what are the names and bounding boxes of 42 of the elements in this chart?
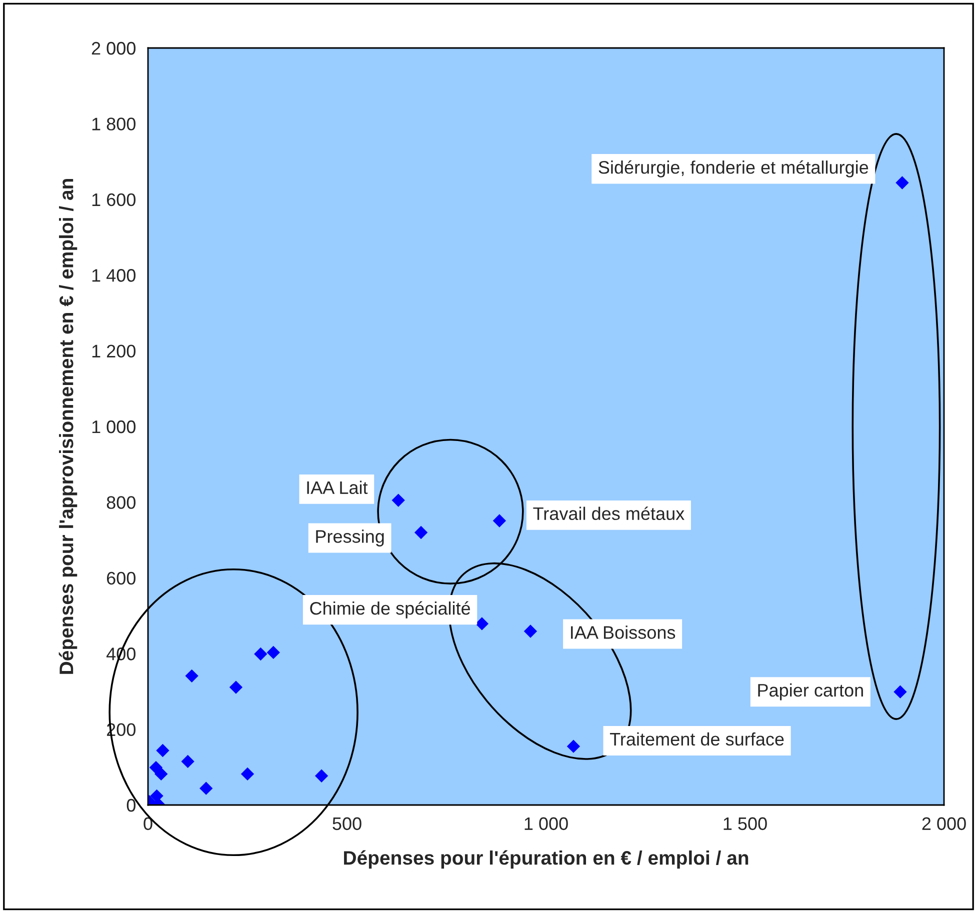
y-tick-label: 600 [106, 572, 136, 585]
annotation: Pressing [316, 530, 384, 546]
point [492, 514, 506, 528]
point [314, 769, 328, 782]
point [154, 767, 168, 781]
point [240, 767, 254, 781]
point [229, 680, 243, 694]
x-tick-label: 500 [332, 817, 362, 830]
annotation: IAA Lait [307, 480, 368, 494]
point [414, 526, 428, 540]
point [566, 740, 580, 753]
point [181, 754, 194, 768]
y-tick-label: 1 000 [92, 420, 136, 434]
y-tick-label: 1 800 [92, 118, 136, 130]
point [185, 669, 198, 683]
annotation: IAA Boissons [571, 626, 676, 639]
annotation: Traitement de surface [610, 732, 784, 746]
y-tick-label: 1 400 [92, 269, 136, 282]
x-tick-label: 2 000 [922, 817, 966, 830]
x-tick-label: 1 500 [724, 817, 767, 830]
y-tick-label: 0 [126, 798, 136, 812]
point [200, 782, 213, 795]
x-axis-title: Dépenses pour l'épuration en € / emploi / an [344, 850, 748, 869]
annotation: Chimie de spécialité [310, 601, 470, 618]
point [894, 685, 907, 698]
annotation: Sidérurgie, fonderie et métallurgie [598, 160, 868, 178]
point [392, 494, 405, 507]
y-axis-title: Dépenses pour l'approvisionnement en € / emploi / an [58, 179, 78, 674]
annotation: Papier carton [758, 683, 863, 700]
point [524, 624, 538, 638]
point [254, 647, 268, 661]
point [896, 176, 909, 190]
point [156, 744, 170, 758]
x-tick-label: 1 000 [524, 817, 568, 830]
point [149, 760, 163, 774]
point [475, 617, 489, 630]
point [266, 646, 280, 660]
y-tick-label: 1 200 [92, 344, 136, 358]
y-tick-label: 1 600 [92, 193, 136, 206]
y-tick-label: 2 000 [92, 42, 136, 55]
annotation: Travail des métaux [533, 506, 684, 520]
y-tick-label: 800 [106, 496, 136, 509]
